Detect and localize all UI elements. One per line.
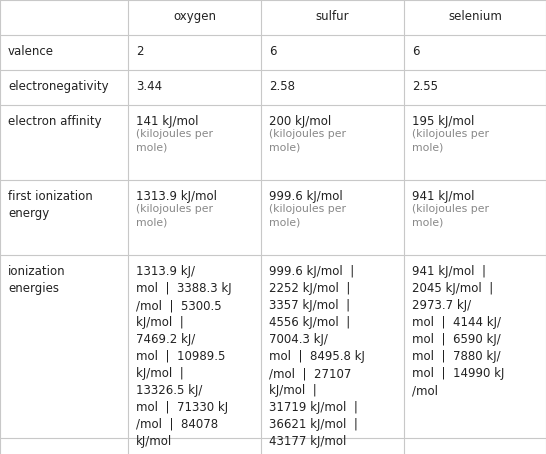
Text: sulfur: sulfur xyxy=(316,10,349,23)
Text: 2.55: 2.55 xyxy=(412,80,438,93)
Text: 195 kJ/mol: 195 kJ/mol xyxy=(412,115,474,128)
Text: electronegativity: electronegativity xyxy=(8,80,109,93)
Text: (kilojoules per
mole): (kilojoules per mole) xyxy=(412,204,489,227)
Text: ionization
energies: ionization energies xyxy=(8,265,66,295)
Text: (kilojoules per
mole): (kilojoules per mole) xyxy=(269,204,346,227)
Text: 200 kJ/mol: 200 kJ/mol xyxy=(269,115,331,128)
Text: (kilojoules per
mole): (kilojoules per mole) xyxy=(136,129,213,152)
Text: 6: 6 xyxy=(269,45,276,58)
Text: 941 kJ/mol  |
2045 kJ/mol  |
2973.7 kJ/
mol  |  4144 kJ/
mol  |  6590 kJ/
mol  |: 941 kJ/mol | 2045 kJ/mol | 2973.7 kJ/ mo… xyxy=(412,265,505,397)
Text: first ionization
energy: first ionization energy xyxy=(8,190,93,220)
Text: 2: 2 xyxy=(136,45,144,58)
Text: 999.6 kJ/mol: 999.6 kJ/mol xyxy=(269,190,343,203)
Text: valence: valence xyxy=(8,45,54,58)
Text: 1313.9 kJ/
mol  |  3388.3 kJ
/mol  |  5300.5
kJ/mol  |
7469.2 kJ/
mol  |  10989.: 1313.9 kJ/ mol | 3388.3 kJ /mol | 5300.5… xyxy=(136,265,232,448)
Text: (kilojoules per
mole): (kilojoules per mole) xyxy=(136,204,213,227)
Text: 6: 6 xyxy=(412,45,419,58)
Text: oxygen: oxygen xyxy=(173,10,216,23)
Text: 999.6 kJ/mol  |
2252 kJ/mol  |
3357 kJ/mol  |
4556 kJ/mol  |
7004.3 kJ/
mol  |  : 999.6 kJ/mol | 2252 kJ/mol | 3357 kJ/mol… xyxy=(269,265,365,448)
Text: (kilojoules per
mole): (kilojoules per mole) xyxy=(269,129,346,152)
Text: (kilojoules per
mole): (kilojoules per mole) xyxy=(412,129,489,152)
Text: electron affinity: electron affinity xyxy=(8,115,102,128)
Text: 141 kJ/mol: 141 kJ/mol xyxy=(136,115,199,128)
Text: 941 kJ/mol: 941 kJ/mol xyxy=(412,190,474,203)
Text: 1313.9 kJ/mol: 1313.9 kJ/mol xyxy=(136,190,217,203)
Text: 3.44: 3.44 xyxy=(136,80,162,93)
Text: 2.58: 2.58 xyxy=(269,80,295,93)
Text: selenium: selenium xyxy=(448,10,502,23)
